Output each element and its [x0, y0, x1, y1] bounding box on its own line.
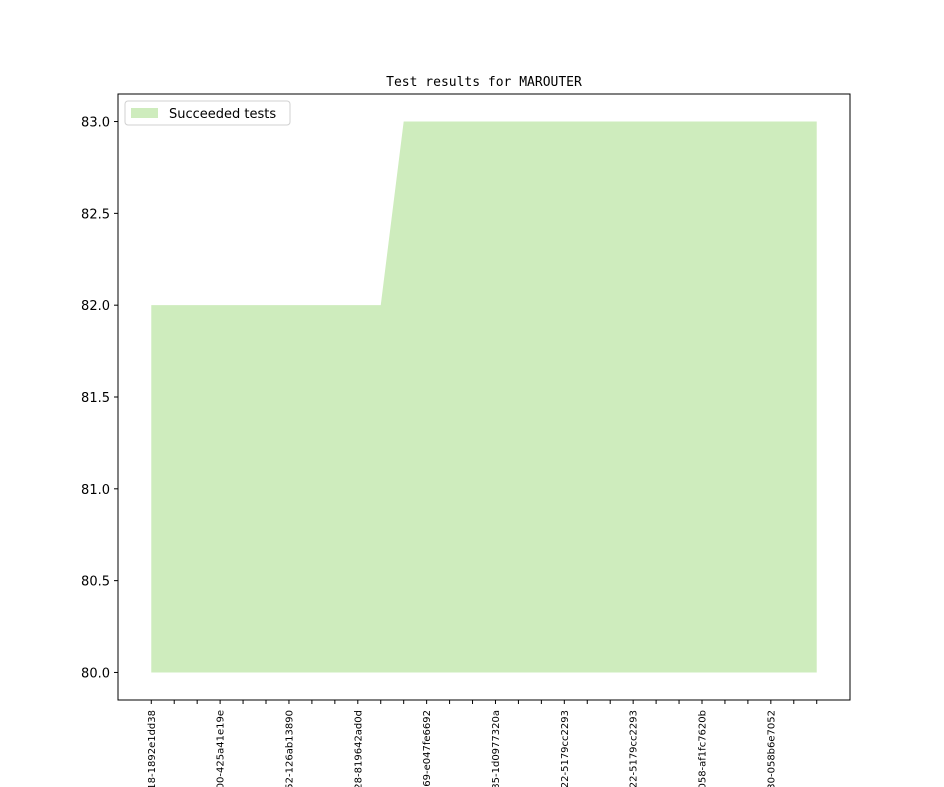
x-tick-label: 28-819642ad0d [353, 710, 364, 787]
chart-title: Test results for MAROUTER [386, 75, 582, 90]
legend: Succeeded tests [124, 100, 291, 126]
x-tick-label: 22-5179cc2293 [560, 710, 571, 787]
x-tick-label: 30-058b6e7052 [766, 710, 777, 787]
legend-box [124, 100, 291, 126]
legend-label: Succeeded tests [169, 107, 276, 122]
y-tick-label: 80.5 [81, 575, 110, 590]
area [151, 121, 817, 673]
legend-swatch [131, 108, 158, 118]
x-tick-label: 00-425a41e19e [216, 710, 227, 787]
x-tick-label: 52-126ab13890 [284, 710, 295, 787]
x-tick-label: 058-af1fc7620b [697, 710, 708, 787]
y-tick-label: 83.0 [81, 116, 110, 131]
y-tick-label: 82.5 [81, 207, 110, 222]
x-tick-label: 69-e047fe6692 [422, 710, 433, 787]
x-tick-label: 22-5179cc2293 [629, 710, 640, 787]
x-tick-label: 85-1d0977320a [491, 710, 502, 787]
y-tick-label: 81.5 [81, 391, 110, 406]
y-tick-label: 80.0 [81, 666, 110, 681]
y-tick-label: 81.0 [81, 483, 110, 498]
y-tick-label: 82.0 [81, 299, 110, 314]
x-tick-label: 18-1892e1dd38 [147, 710, 158, 787]
